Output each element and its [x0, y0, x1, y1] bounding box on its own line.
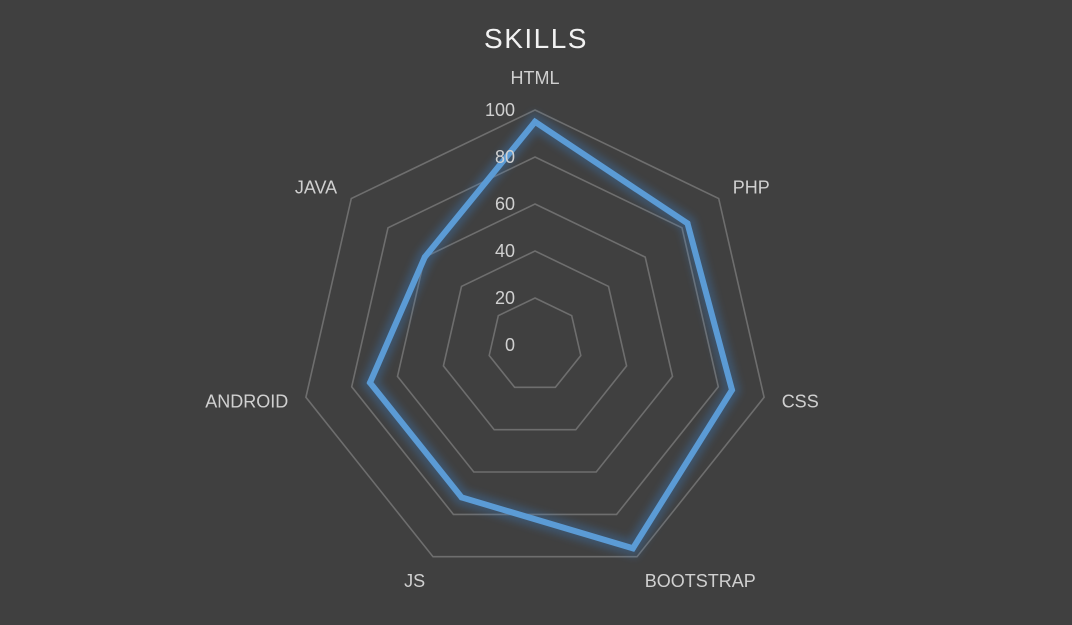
grid-ring-100 [305, 109, 765, 558]
tick-label-20: 20 [495, 288, 515, 308]
category-label-js: JS [404, 571, 425, 591]
series-line-0 [366, 117, 736, 552]
data-point-css [729, 387, 735, 393]
data-point-js [458, 494, 465, 501]
data-point-java [421, 254, 428, 261]
data-point-php [684, 220, 691, 227]
series-glow-0 [360, 111, 741, 558]
tick-label-60: 60 [495, 194, 515, 214]
radar-grid [305, 109, 765, 558]
category-label-css: CSS [782, 391, 819, 411]
radial-tick-labels: 0 20 40 60 80 100 [485, 100, 515, 355]
data-point-bootstrap [629, 545, 636, 552]
grid-ring-40 [442, 250, 628, 431]
category-label-android: ANDROID [205, 391, 288, 411]
tick-label-80: 80 [495, 147, 515, 167]
tick-label-100: 100 [485, 100, 515, 120]
category-label-php: PHP [733, 177, 770, 197]
data-point-android [367, 379, 373, 386]
chart-title: SKILLS [484, 23, 588, 54]
radar-series [360, 111, 741, 558]
tick-label-0: 0 [505, 335, 515, 355]
data-point-html [532, 118, 538, 125]
category-labels: HTML PHP CSS BOOTSTRAP JS ANDROID JAVA [205, 68, 818, 591]
category-label-java: JAVA [295, 177, 337, 197]
category-label-html: HTML [511, 68, 560, 88]
tick-label-40: 40 [495, 241, 515, 261]
category-label-bootstrap: BOOTSTRAP [645, 571, 756, 591]
grid-ring-20 [488, 297, 582, 389]
